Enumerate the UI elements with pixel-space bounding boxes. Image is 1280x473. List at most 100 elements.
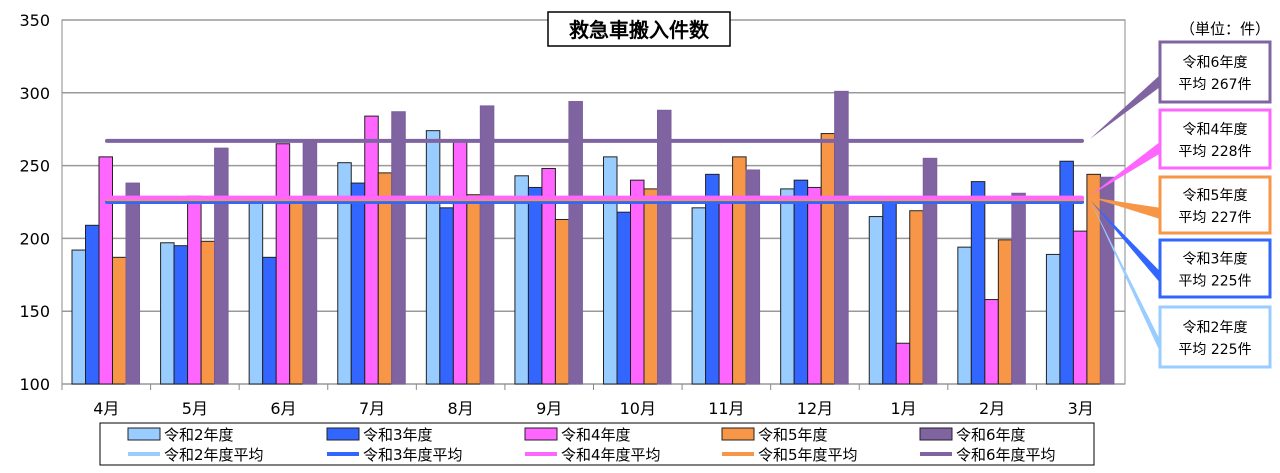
bar-令和4年度-1月	[895, 342, 911, 385]
legend-swatch	[127, 427, 161, 441]
bar-令和4年度-10月	[630, 179, 645, 385]
bar-令和4年度-6月	[275, 143, 291, 385]
bar-令和6年度-4月	[125, 182, 140, 385]
callout-value: 平均 228件	[1178, 144, 1251, 160]
bar-令和6年度-5月	[214, 147, 229, 385]
bar-令和5年度-11月	[732, 156, 747, 385]
bar-令和6年度-10月	[657, 109, 672, 385]
bar-令和3年度-3月	[1059, 160, 1074, 385]
legend-label: 令和5年度	[758, 426, 828, 444]
bar-令和2年度-11月	[691, 207, 707, 385]
x-tick-label: 5月	[182, 399, 208, 418]
title-box	[547, 11, 731, 47]
legend-label: 令和5年度平均	[758, 446, 858, 464]
bar-令和6年度-3月	[1099, 176, 1115, 385]
bar-令和2年度-2月	[957, 246, 972, 385]
bar-令和5年度-12月	[820, 133, 836, 385]
bar-令和5年度-7月	[377, 172, 393, 385]
callout-leader	[1090, 75, 1160, 139]
bar-令和6年度-1月	[922, 157, 938, 385]
y-tick-label: 100	[19, 375, 50, 394]
bar-令和5年度-9月	[554, 218, 570, 385]
bar-令和5年度-8月	[466, 194, 481, 385]
bar-令和4年度-12月	[807, 186, 822, 385]
x-tick-label: 1月	[890, 399, 916, 418]
callout-value: 平均 267件	[1178, 77, 1251, 93]
callout-leader	[1090, 200, 1160, 283]
bar-令和3年度-1月	[882, 200, 897, 385]
bar-令和2年度-6月	[248, 198, 264, 385]
bar-令和4年度-8月	[452, 140, 468, 385]
bar-令和4年度-2月	[984, 299, 999, 385]
legend-swatch	[326, 427, 360, 441]
legend-label: 令和6年度平均	[956, 446, 1056, 464]
callout-label: 令和6年度	[1183, 55, 1248, 71]
callout-box	[1158, 175, 1272, 235]
bar-令和3年度-12月	[793, 179, 809, 385]
bar-令和5年度-6月	[289, 197, 304, 385]
bar-令和4年度-3月	[1072, 230, 1088, 385]
bar-令和4年度-7月	[364, 115, 379, 385]
legend-label: 令和3年度平均	[363, 446, 463, 464]
callout-label: 令和4年度	[1183, 122, 1248, 138]
bar-令和5年度-2月	[997, 239, 1013, 385]
unit-note: （単位：件）	[1180, 20, 1270, 38]
y-tick-label: 200	[19, 229, 50, 248]
legend-label: 令和4年度平均	[561, 446, 661, 464]
legend-label: 令和2年度	[164, 426, 234, 444]
y-tick-label: 250	[19, 157, 50, 176]
bar-令和3年度-5月	[173, 245, 189, 385]
callout-label: 令和3年度	[1183, 252, 1248, 268]
callout-leader	[1090, 141, 1160, 196]
bar-令和3年度-8月	[439, 207, 454, 385]
callout-value: 平均 225件	[1178, 274, 1251, 290]
bar-令和6年度-7月	[391, 111, 406, 385]
bar-令和2年度-10月	[603, 156, 618, 385]
bar-令和2年度-8月	[425, 130, 441, 385]
y-tick-label: 300	[19, 84, 50, 103]
bar-令和3年度-4月	[85, 224, 100, 385]
bar-令和2年度-12月	[780, 188, 795, 385]
bar-令和4年度-5月	[187, 195, 202, 385]
callout-box	[1158, 40, 1272, 104]
x-tick-label: 9月	[536, 399, 562, 418]
bar-令和3年度-6月	[262, 256, 277, 385]
chart-title: 救急車搬入件数	[569, 18, 710, 42]
legend-label: 令和2年度平均	[164, 446, 264, 464]
legend-label: 令和4年度	[561, 426, 631, 444]
legend-label: 令和3年度	[363, 426, 433, 444]
bar-令和5年度-4月	[112, 256, 127, 385]
callout-leader	[1090, 200, 1160, 352]
callout-box	[1158, 238, 1272, 299]
legend-swatch	[919, 427, 953, 441]
legend-swatch	[721, 427, 755, 441]
bar-令和6年度-8月	[479, 105, 495, 385]
x-tick-label: 6月	[270, 399, 296, 418]
bar-令和5年度-1月	[909, 210, 924, 385]
bar-令和3年度-7月	[350, 182, 366, 385]
bar-令和2年度-4月	[71, 249, 86, 385]
x-tick-label: 10月	[620, 399, 656, 418]
callout-label: 令和2年度	[1183, 320, 1248, 336]
callout-value: 平均 227件	[1178, 210, 1251, 226]
bar-令和2年度-1月	[868, 216, 884, 385]
bar-令和3年度-2月	[970, 181, 986, 385]
bar-令和3年度-9月	[527, 186, 543, 385]
bar-令和6年度-12月	[834, 90, 849, 385]
bar-令和6年度-9月	[568, 101, 583, 385]
legend-label: 令和6年度	[956, 426, 1026, 444]
bar-令和2年度-5月	[160, 242, 175, 385]
x-tick-label: 8月	[448, 399, 474, 418]
callout-value: 平均 225件	[1178, 342, 1251, 358]
bar-令和3年度-11月	[705, 173, 720, 385]
x-tick-label: 3月	[1068, 399, 1094, 418]
x-tick-label: 12月	[797, 399, 833, 418]
bar-令和6年度-6月	[302, 140, 318, 385]
x-tick-label: 4月	[93, 399, 119, 418]
bar-令和4年度-11月	[718, 200, 734, 385]
bar-令和3年度-10月	[616, 211, 631, 385]
bar-令和2年度-3月	[1045, 253, 1061, 385]
bar-令和2年度-9月	[514, 175, 529, 385]
